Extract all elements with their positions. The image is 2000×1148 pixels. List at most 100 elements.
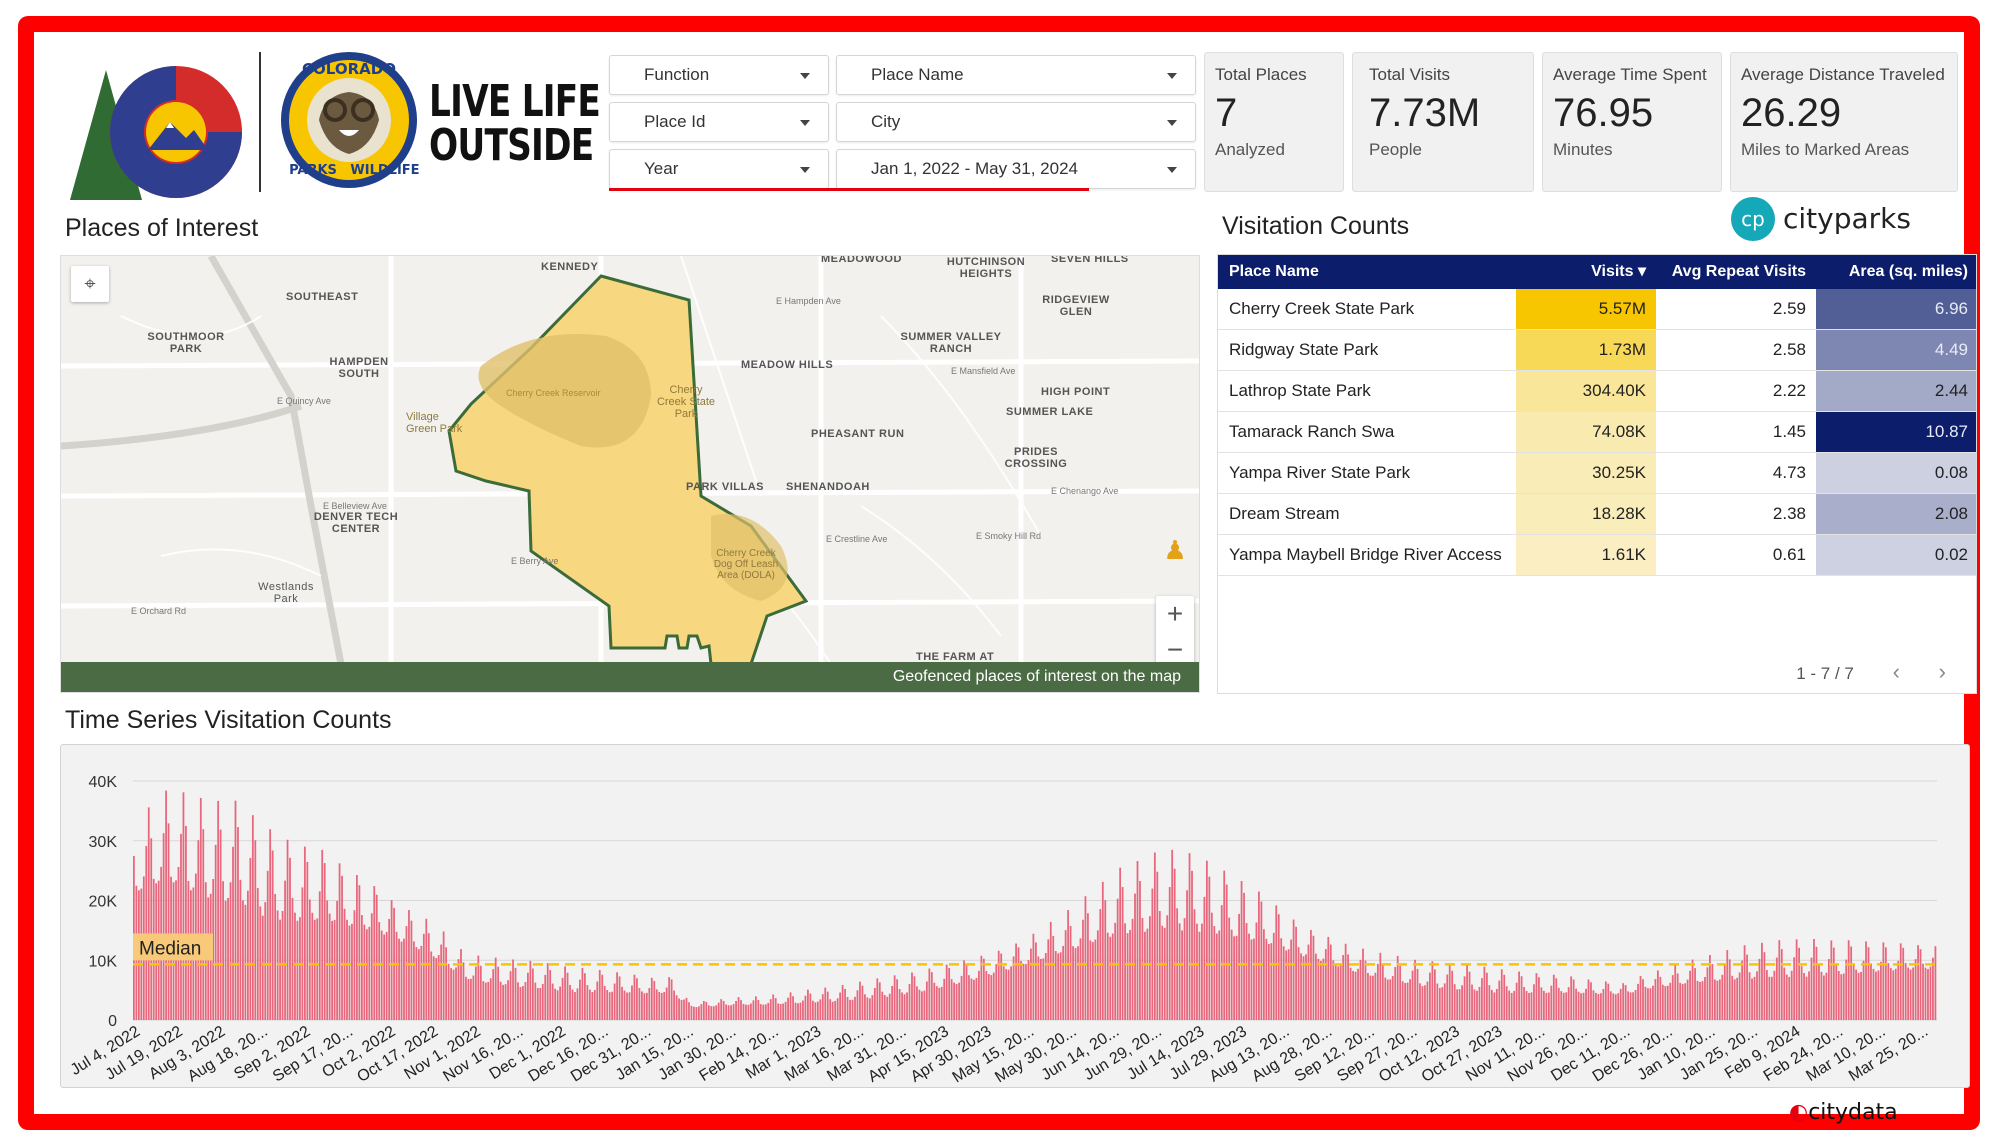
bar[interactable]	[953, 982, 956, 1020]
bar[interactable]	[1153, 852, 1156, 1020]
bar[interactable]	[955, 984, 958, 1020]
bar[interactable]	[591, 991, 594, 1020]
bar[interactable]	[1525, 990, 1528, 1020]
bar[interactable]	[296, 920, 299, 1020]
bar[interactable]	[878, 982, 881, 1020]
column-header-area[interactable]: Area (sq. miles)	[1848, 263, 1968, 280]
bar[interactable]	[400, 941, 403, 1020]
bar[interactable]	[593, 989, 596, 1020]
bar[interactable]	[1280, 938, 1283, 1020]
bar[interactable]	[655, 989, 658, 1020]
bar[interactable]	[1800, 966, 1803, 1020]
bar[interactable]	[1835, 964, 1838, 1020]
bar[interactable]	[182, 792, 185, 1020]
bar[interactable]	[1161, 925, 1164, 1020]
bar[interactable]	[1414, 959, 1416, 1020]
bar[interactable]	[1426, 981, 1429, 1020]
bar[interactable]	[650, 977, 653, 1020]
bar[interactable]	[1857, 972, 1860, 1020]
bar[interactable]	[217, 800, 220, 1020]
bar[interactable]	[898, 989, 901, 1020]
bar[interactable]	[410, 920, 413, 1020]
year-filter[interactable]: Year	[609, 149, 829, 189]
bar[interactable]	[1463, 976, 1466, 1020]
bar[interactable]	[1139, 881, 1141, 1020]
bar[interactable]	[360, 915, 363, 1020]
bar[interactable]	[1902, 947, 1905, 1020]
bar[interactable]	[873, 988, 876, 1020]
bar[interactable]	[1106, 932, 1109, 1020]
bar[interactable]	[1198, 931, 1201, 1020]
bar[interactable]	[227, 897, 229, 1020]
bar[interactable]	[1381, 963, 1384, 1020]
bar[interactable]	[487, 982, 490, 1020]
bar[interactable]	[1243, 892, 1245, 1020]
bar[interactable]	[606, 989, 609, 1020]
bar[interactable]	[1778, 940, 1781, 1020]
bar[interactable]	[1114, 922, 1117, 1020]
bar[interactable]	[522, 986, 524, 1020]
bar[interactable]	[348, 925, 351, 1020]
bar[interactable]	[1260, 901, 1263, 1020]
bar[interactable]	[1396, 955, 1399, 1020]
bar[interactable]	[685, 997, 688, 1020]
bar[interactable]	[1872, 968, 1875, 1020]
bar[interactable]	[769, 999, 772, 1020]
bar[interactable]	[1837, 971, 1840, 1020]
bar[interactable]	[457, 959, 460, 1020]
city-filter[interactable]: City	[836, 102, 1196, 142]
bar[interactable]	[697, 1006, 700, 1020]
bar[interactable]	[1503, 974, 1506, 1020]
bar[interactable]	[640, 991, 643, 1020]
bar[interactable]	[1929, 966, 1932, 1020]
bar[interactable]	[1634, 989, 1637, 1020]
bar[interactable]	[732, 1004, 735, 1020]
bar[interactable]	[299, 917, 301, 1020]
bar[interactable]	[717, 1002, 720, 1020]
bar[interactable]	[541, 984, 544, 1020]
bar[interactable]	[673, 990, 675, 1020]
bar[interactable]	[462, 962, 465, 1020]
bar[interactable]	[1376, 963, 1379, 1020]
bar[interactable]	[395, 931, 398, 1020]
bar[interactable]	[1669, 982, 1672, 1020]
bar[interactable]	[465, 976, 467, 1020]
bar[interactable]	[202, 829, 205, 1020]
bar[interactable]	[893, 975, 896, 1020]
bar[interactable]	[398, 938, 400, 1020]
bar[interactable]	[1495, 988, 1498, 1020]
bar[interactable]	[289, 857, 291, 1020]
zoom-in-button[interactable]: +	[1166, 598, 1184, 629]
bar[interactable]	[1267, 944, 1270, 1020]
bar[interactable]	[1486, 972, 1488, 1020]
bar[interactable]	[1932, 957, 1934, 1020]
bar[interactable]	[1401, 981, 1404, 1020]
bar[interactable]	[497, 966, 500, 1020]
bar[interactable]	[1612, 993, 1615, 1020]
bar[interactable]	[1225, 884, 1228, 1020]
bar[interactable]	[1798, 947, 1801, 1020]
bar[interactable]	[326, 900, 329, 1020]
bar[interactable]	[1575, 988, 1577, 1020]
bar[interactable]	[876, 978, 879, 1020]
bar[interactable]	[576, 988, 579, 1020]
bar[interactable]	[834, 1000, 837, 1020]
bar[interactable]	[403, 938, 405, 1020]
bar[interactable]	[440, 944, 443, 1020]
bar[interactable]	[1171, 849, 1174, 1020]
bar[interactable]	[1436, 983, 1439, 1020]
bar[interactable]	[279, 919, 281, 1020]
column-header-place-name[interactable]: Place Name	[1229, 263, 1319, 280]
bar[interactable]	[1129, 930, 1131, 1020]
bar[interactable]	[653, 980, 656, 1020]
bar[interactable]	[1590, 982, 1592, 1020]
bar[interactable]	[286, 839, 289, 1020]
bar[interactable]	[316, 918, 319, 1020]
bar[interactable]	[968, 975, 970, 1020]
bar[interactable]	[242, 900, 244, 1020]
bar[interactable]	[1163, 927, 1166, 1020]
bar[interactable]	[338, 863, 341, 1020]
bar[interactable]	[1731, 975, 1734, 1020]
bar[interactable]	[1064, 930, 1067, 1020]
bar[interactable]	[1827, 959, 1830, 1020]
